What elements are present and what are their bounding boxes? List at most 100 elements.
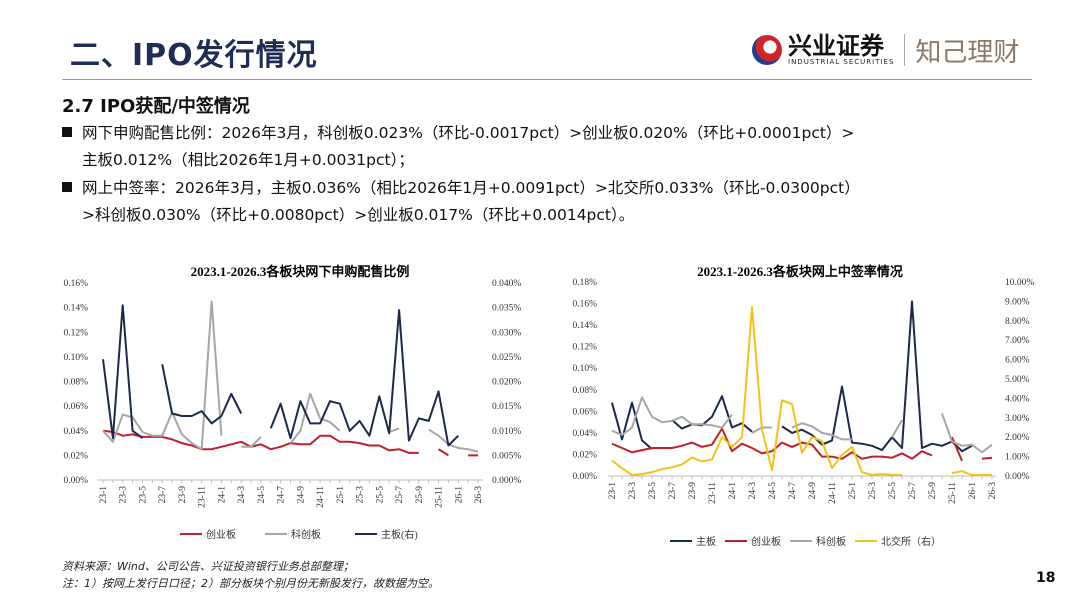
x-tick-label: 24-3 <box>237 486 247 504</box>
x-tick-label: 24-9 <box>296 486 306 504</box>
x-tick-label: 25-5 <box>375 486 385 504</box>
x-tick-label: 25-7 <box>908 482 918 500</box>
y-right-tick-label: 1.00% <box>1005 453 1030 463</box>
y-right-tick-label: 2.00% <box>1005 433 1030 443</box>
series-line-2 <box>102 304 460 447</box>
x-tick-label: 25-11 <box>948 482 958 504</box>
chart-offline-allocation: 2023.1-2026.3各板块网下申购配售比例 0.00% 0.02% 0.04% 0… <box>60 260 540 550</box>
x-tick-label: 24-1 <box>728 482 738 500</box>
y-left-tick-label: 0.08% <box>63 378 88 388</box>
y-right-tick-label: 10.00% <box>1005 278 1034 288</box>
x-tick-label: 24-1 <box>217 486 227 504</box>
legend-label: 主板 <box>696 535 716 548</box>
x-tick-label: 23-5 <box>138 486 148 504</box>
x-tick-label: 24-7 <box>788 482 798 500</box>
series-line-0 <box>102 429 478 457</box>
x-tick-label: 23-3 <box>119 486 129 504</box>
y-right-tick-label: 4.00% <box>1005 394 1030 404</box>
y-right-tick-label: 3.00% <box>1005 414 1030 424</box>
x-tick-label: 23-7 <box>158 486 168 504</box>
bullet-text: 网下申购配售比例：2026年3月，科创板0.023%（环比-0.0017pct）… <box>82 124 855 142</box>
legend-label: 创业板 <box>206 528 236 541</box>
y-right-tick-label: 0.035% <box>492 304 521 314</box>
x-tick-label: 26-3 <box>988 482 998 500</box>
y-left-tick-label: 0.08% <box>572 386 597 396</box>
x-tick-label: 26-1 <box>454 486 464 504</box>
chart-online-winning-rate-svg: 2023.1-2026.3各板块网上中签率情况 0.00% 0.02% 0.04% 0.… <box>572 264 1034 548</box>
logo-en: INDUSTRIAL SECURITIES <box>788 58 895 66</box>
bullet-1-line-1: 网下申购配售比例：2026年3月，科创板0.023%（环比-0.0017pct）… <box>62 120 854 147</box>
x-tick-label: 25-3 <box>356 486 366 504</box>
y-left-tick-label: 0.14% <box>572 321 597 331</box>
x-tick-label: 25-9 <box>928 482 938 500</box>
page-number: 18 <box>1036 570 1056 586</box>
y-left-tick-label: 0.06% <box>63 402 88 412</box>
y-right-tick-label: 8.00% <box>1005 317 1030 327</box>
y-left-tick-label: 0.02% <box>572 450 597 460</box>
logo-cn: 兴业证券 <box>788 31 884 60</box>
x-tick-label: 24-11 <box>316 486 326 508</box>
y-right-tick-label: 0.000% <box>492 476 521 486</box>
y-left-tick-label: 0.12% <box>63 328 88 338</box>
x-tick-label: 24-5 <box>257 486 267 504</box>
x-tick-label: 24-7 <box>277 486 287 504</box>
x-tick-label: 23-5 <box>648 482 658 500</box>
x-tick-label: 23-11 <box>198 486 208 508</box>
x-tick-label: 24-9 <box>808 482 818 500</box>
logo-slogan: 知己理财 <box>915 37 1020 68</box>
y-left-tick-label: 0.18% <box>572 278 597 288</box>
x-tick-label: 23-1 <box>608 482 618 500</box>
y-right-tick-label: 0.005% <box>492 451 521 461</box>
y-right-tick-label: 5.00% <box>1005 375 1030 385</box>
logo-divider <box>904 34 906 66</box>
y-right-tick-label: 0.015% <box>492 402 521 412</box>
y-right-tick-label: 0.030% <box>492 328 521 338</box>
x-tick-label: 25-7 <box>395 486 405 504</box>
y-left-tick-label: 0.16% <box>572 300 597 310</box>
x-tick-label: 25-3 <box>868 482 878 500</box>
y-left-tick-label: 0.12% <box>572 343 597 353</box>
legend-label: 创业板 <box>751 535 781 548</box>
series-line-1 <box>102 300 479 453</box>
x-tick-label: 24-3 <box>748 482 758 500</box>
y-left-tick-label: 0.16% <box>63 279 88 289</box>
bullet-2-line-2: >科创板0.030%（环比+0.0080pct）>创业板0.017%（环比+0.… <box>82 206 635 224</box>
footnote-note: 注：1）按网上发行日口径；2）部分板块个别月份无新股发行，故数据为空。 <box>62 577 439 590</box>
chart-title: 2023.1-2026.3各板块网下申购配售比例 <box>191 264 410 279</box>
x-tick-label: 25-5 <box>888 482 898 500</box>
bullet-text: 网上中签率：2026年3月，主板0.036%（相比2026年1月+0.0091p… <box>82 179 860 197</box>
y-left-tick-label: 0.00% <box>572 472 597 482</box>
footnote-source: 资料来源：Wind、公司公告、兴证投资银行业务总部整理； <box>62 560 354 573</box>
series-line-0 <box>611 300 973 453</box>
y-left-tick-label: 0.10% <box>63 353 88 363</box>
chart-offline-allocation-svg: 2023.1-2026.3各板块网下申购配售比例 0.00% 0.02% 0.04% 0… <box>63 264 521 541</box>
y-left-tick-label: 0.10% <box>572 364 597 374</box>
bullet-square-icon <box>62 127 72 137</box>
y-left-tick-label: 0.14% <box>63 304 88 314</box>
x-tick-label: 25-11 <box>435 486 445 508</box>
x-tick-label: 23-11 <box>708 482 718 504</box>
y-right-tick-label: 0.00% <box>1005 472 1030 482</box>
company-logo: 兴业证券 INDUSTRIAL SECURITIES 知己理财 <box>752 30 1019 70</box>
x-tick-label: 23-1 <box>99 486 109 504</box>
chart-online-winning-rate: 2023.1-2026.3各板块网上中签率情况 0.00% 0.02% 0.04% 0.… <box>560 260 1040 550</box>
logo-mark-icon <box>752 35 782 65</box>
x-tick-label: 25-1 <box>336 486 346 504</box>
x-tick-label: 25-1 <box>848 482 858 500</box>
section-subtitle: 2.7 IPO获配/中签情况 <box>62 96 250 117</box>
x-tick-label: 23-9 <box>178 486 188 504</box>
y-right-tick-label: 0.025% <box>492 353 521 363</box>
bullet-square-icon <box>62 182 72 192</box>
series-line-3 <box>611 306 992 476</box>
y-right-tick-label: 7.00% <box>1005 336 1030 346</box>
y-right-tick-label: 6.00% <box>1005 356 1030 366</box>
legend-label: 主板(右) <box>381 528 418 541</box>
legend-label: 科创板 <box>291 528 321 541</box>
y-right-tick-label: 0.010% <box>492 427 521 437</box>
x-tick-label: 26-1 <box>968 482 978 500</box>
bullet-2-line-1: 网上中签率：2026年3月，主板0.036%（相比2026年1月+0.0091p… <box>62 175 860 202</box>
legend-label: 北交所（右） <box>881 535 941 548</box>
y-left-tick-label: 0.04% <box>572 429 597 439</box>
y-right-tick-label: 0.040% <box>492 279 521 289</box>
x-tick-label: 23-3 <box>628 482 638 500</box>
